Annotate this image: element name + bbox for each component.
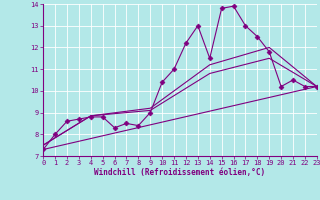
X-axis label: Windchill (Refroidissement éolien,°C): Windchill (Refroidissement éolien,°C)	[94, 168, 266, 177]
